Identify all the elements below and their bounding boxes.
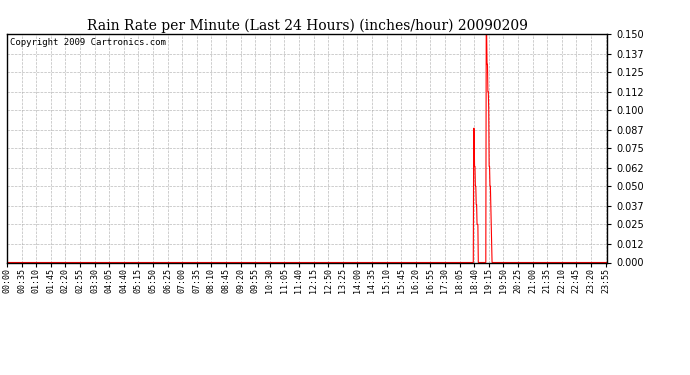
Text: Copyright 2009 Cartronics.com: Copyright 2009 Cartronics.com [10, 38, 166, 47]
Title: Rain Rate per Minute (Last 24 Hours) (inches/hour) 20090209: Rain Rate per Minute (Last 24 Hours) (in… [87, 18, 527, 33]
